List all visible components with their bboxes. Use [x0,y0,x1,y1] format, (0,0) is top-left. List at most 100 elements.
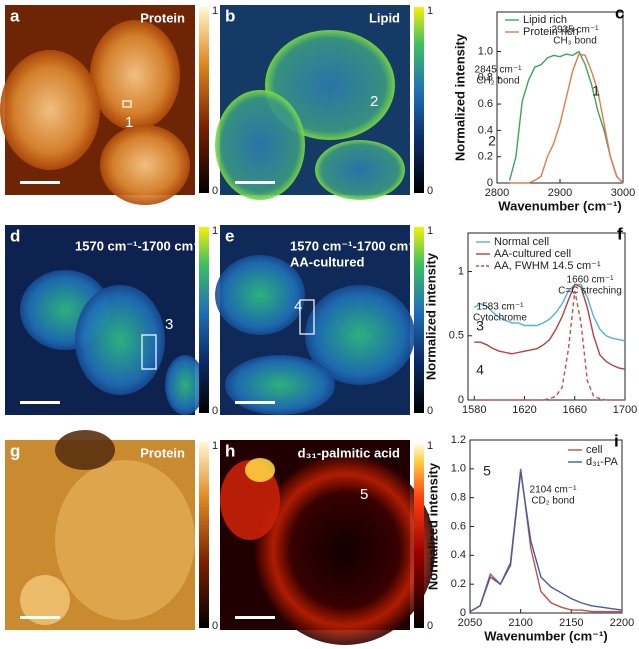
legend-label: cell [586,444,603,456]
scale-bar [235,181,275,184]
annotation: 2845 cm⁻¹ [475,65,523,76]
annotation: 1660 cm⁻¹ [567,275,615,286]
colorbar-min: 0 [427,185,433,197]
y-tick-label: 1.0 [478,45,493,57]
colorbar-min: 0 [212,405,218,417]
scale-bar [235,616,275,619]
x-tick-label: 3000 [611,187,635,199]
roi-label: 5 [360,486,368,503]
roi-box [122,100,132,108]
image-panel: h d₃₁-palmitic acid 5 1 0 [220,440,435,645]
y-axis-label: Normalized intensity [423,252,438,380]
series-line [474,283,626,370]
image-panel: g Protein 1 0 [5,430,218,632]
colorbar [199,227,209,413]
y-tick-label: 0.2 [478,151,493,163]
image-panel: d 1570 cm⁻¹-1700 cm⁻¹ 3 1 0 [5,225,218,417]
x-tick-label: 2100 [508,617,532,629]
series-line [469,471,623,613]
annotation: 1583 cm⁻¹ [477,302,525,313]
panel-label: g [10,441,20,460]
legend-label: d₃₁-PA [586,456,618,468]
annotation: 1 [592,83,600,99]
colorbar [199,7,209,193]
y-tick-label: 1.0 [451,463,466,475]
image-title: Protein [140,10,185,25]
colorbar-min: 0 [427,620,433,632]
roi-label: 4 [294,298,302,315]
panel-label: c [615,3,624,22]
annotation: CD₂ bond [531,496,574,507]
roi-box [141,334,157,370]
legend-label: Protein rich [523,26,579,38]
roi-label: 2 [370,93,378,110]
x-tick-label: 1700 [613,404,637,416]
cell [255,455,435,645]
panel-label: f [617,224,623,243]
x-tick-label: 1580 [462,404,486,416]
cell [90,20,180,130]
y-tick-label: 0.5 [449,330,464,342]
x-tick-label: 2200 [610,617,634,629]
colorbar [414,7,424,193]
x-tick-label: 1620 [512,404,536,416]
image-subtitle: AA-cultured [290,254,364,269]
panel-label: d [10,226,20,245]
image-title: d₃₁-palmitic acid [298,445,400,460]
legend-label: AA-cultured cell [494,248,571,260]
panel-label: h [225,441,235,460]
y-axis-label: Normalized intensity [425,462,440,590]
annotation: 2 [488,133,496,149]
y-tick-label: 0.8 [478,72,493,84]
colorbar-min: 0 [212,620,218,632]
cell [75,285,165,395]
y-tick-label: 0.2 [451,578,466,590]
image-panel: e 1570 cm⁻¹-1700 cm⁻¹AA-cultured 4 1 0 [215,225,433,417]
roi-label: 3 [165,316,173,333]
cell [20,575,70,625]
colorbar-max: 1 [212,5,218,17]
cell [0,50,100,170]
y-tick-label: 0 [460,607,466,619]
y-tick-label: 0.8 [451,492,466,504]
colorbar [199,442,209,628]
roi-label: 1 [125,114,133,131]
image-panel: a Protein 1 1 0 [0,5,218,205]
y-tick-label: 0.6 [478,98,493,110]
annotation: CH₂ bond [476,76,519,87]
legend-label: AA, FWHM 14.5 cm⁻¹ [494,260,601,272]
scale-bar [20,616,60,619]
x-axis-label: Wavenumber (cm⁻¹) [498,198,621,213]
series-line [509,53,624,184]
annotation: 2104 cm⁻¹ [530,485,578,496]
cell [215,255,305,335]
legend-label: Normal cell [494,236,549,248]
legend-label: Lipid rich [523,14,567,26]
y-tick-label: 0.4 [478,124,493,136]
scale-bar [20,401,60,404]
colorbar [414,227,424,413]
image-panel: b Lipid 2 1 0 [215,5,433,200]
y-tick-label: 1.2 [451,434,466,446]
colorbar-max: 1 [427,5,433,17]
y-tick-label: 1 [458,265,464,277]
y-tick-label: 0 [458,394,464,406]
cell [165,355,205,415]
x-tick-label: 2150 [559,617,583,629]
cell [305,285,415,385]
roi-box [299,299,315,335]
colorbar [414,442,424,628]
y-axis-label: Normalized intensity [452,33,467,161]
image-title: 1570 cm⁻¹-1700 cm⁻¹ [75,238,204,253]
colorbar-max: 1 [212,440,218,452]
annotation: 4 [476,362,484,378]
colorbar-min: 0 [212,185,218,197]
cell [55,460,195,620]
x-tick-label: 2900 [548,187,572,199]
series-line [508,50,624,184]
cell [225,355,335,415]
cell [245,458,275,482]
x-tick-label: 2050 [458,617,482,629]
annotation: CH₃ bond [553,36,597,47]
